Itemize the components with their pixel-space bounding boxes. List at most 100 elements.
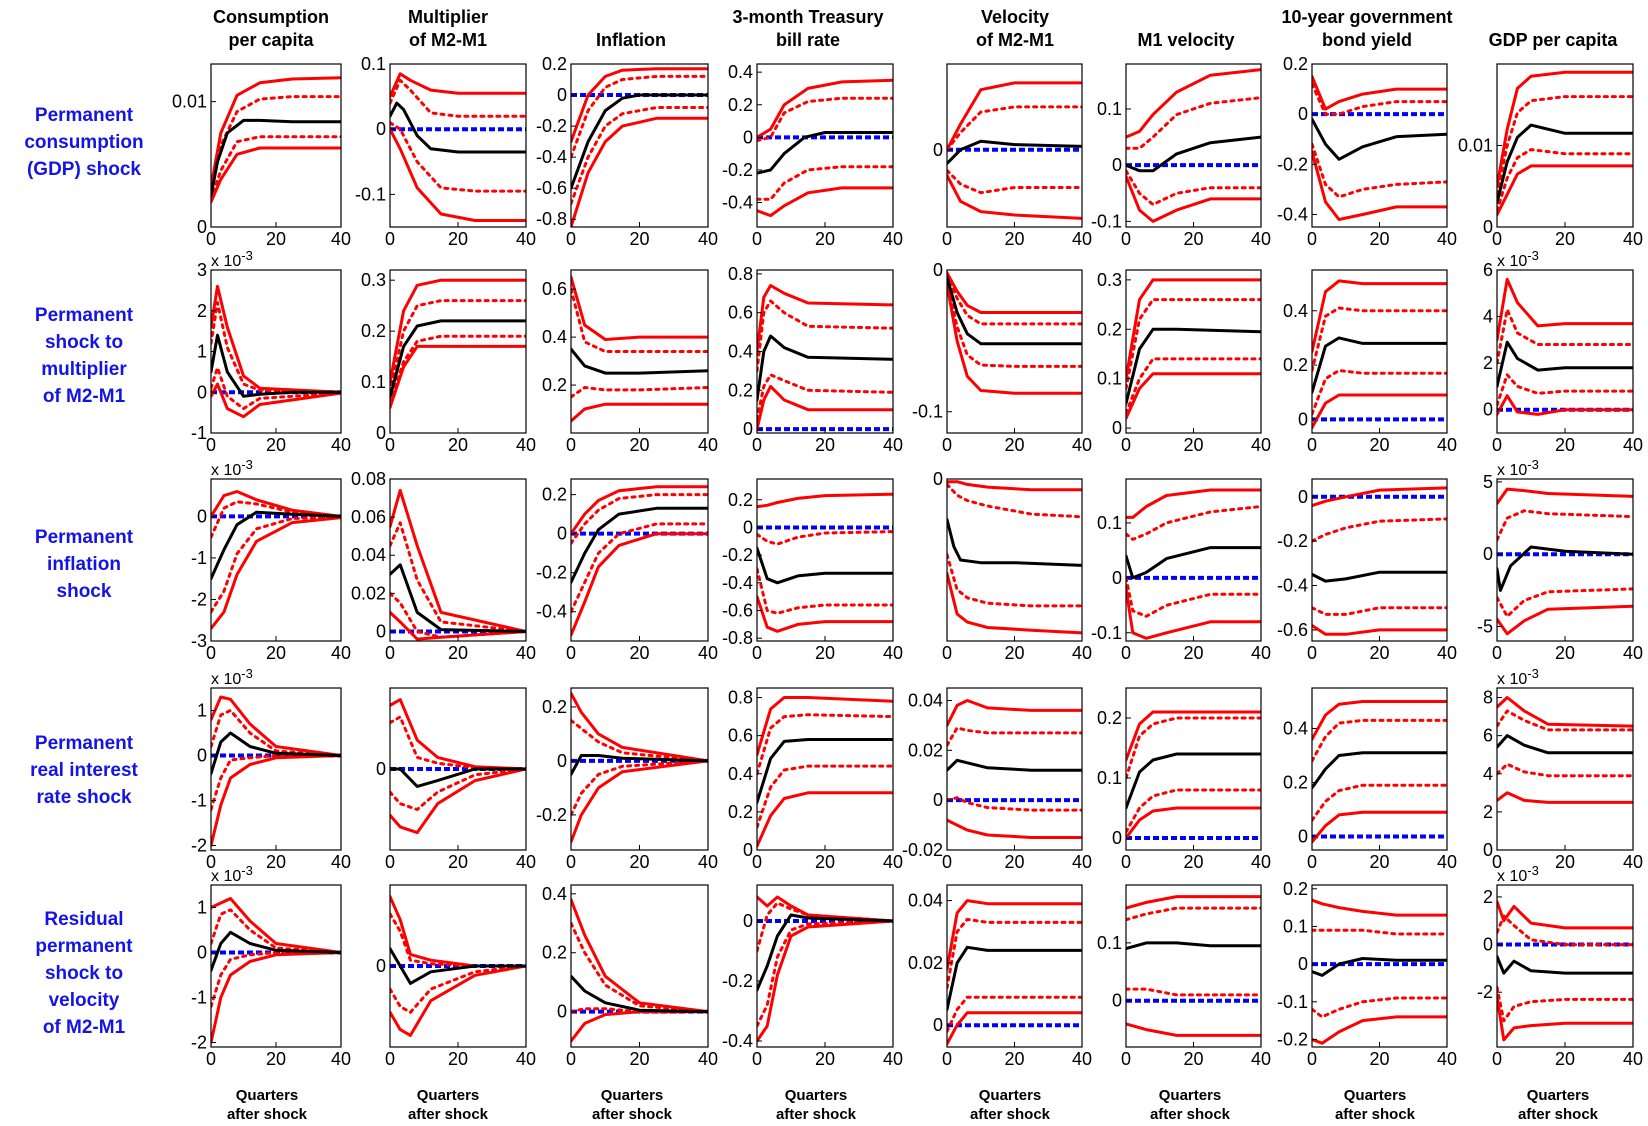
x-tick-label: 40 (698, 852, 718, 872)
panel-r4-c4: 0 20 40 0.04 0.02 0 (908, 884, 1092, 1069)
panel-r4-c2: 0 20 40 0.4 0.2 0 (542, 884, 718, 1069)
outer-band-lower-line (947, 818, 1082, 839)
panel-r1-c3: 0 20 40 0.8 0.6 0.4 0.2 0 (728, 264, 903, 455)
outer-band-lower-line (1126, 587, 1261, 640)
y-tick-label: 0 (376, 423, 386, 443)
y-tick-label: 0.04 (351, 545, 386, 565)
y-tick-label: 0.2 (1283, 879, 1308, 899)
point-estimate-line (211, 930, 341, 972)
panel-r3-c0: 0 20 40 1 0 -1 -2 x 10-3 (191, 666, 351, 872)
y-tick-label: 0.2 (542, 697, 567, 717)
inner-band-upper-line (1497, 709, 1633, 732)
outer-band-upper-line (211, 897, 341, 954)
y-tick-label: 0.04 (908, 690, 943, 710)
outer-band-upper-line (390, 72, 526, 99)
x-tick-label: 20 (815, 229, 835, 249)
inner-band-lower-line (390, 964, 526, 1014)
y-tick-label: 0.2 (542, 375, 567, 395)
point-estimate-line (390, 101, 526, 154)
x-tick-label: 40 (1437, 643, 1457, 663)
x-tick-label: 20 (1369, 643, 1389, 663)
x-axis-label-col-2: Quarters after shock (591, 1087, 673, 1123)
x-tick-label: 0 (1121, 643, 1131, 663)
x-tick-label: 20 (266, 1049, 286, 1069)
y-tick-label: 0 (1112, 568, 1122, 588)
panel-r4-c1: 0 20 40 0 (376, 884, 536, 1069)
y-tick-label: 0.2 (542, 943, 567, 963)
y-tick-label: -0.8 (536, 209, 567, 229)
y-tick-label: 0.4 (542, 884, 567, 904)
outer-band-lower-line (1497, 604, 1633, 636)
y-tick-label: -0.4 (722, 193, 753, 213)
y-tick-label: 0.1 (361, 54, 386, 74)
y-tick-label: -0.2 (722, 160, 753, 180)
x-tick-label: 40 (331, 1049, 351, 1069)
panel-plot-area (1497, 277, 1633, 416)
y-tick-label: -0.2 (1277, 1029, 1308, 1049)
x-tick-label: 40 (516, 643, 536, 663)
inner-band-upper-line (947, 272, 1082, 326)
panel-plot-area (947, 899, 1082, 1046)
outer-band-upper-line (947, 271, 1082, 314)
y-tick-label: -2 (1477, 982, 1493, 1002)
inner-band-upper-line (1312, 82, 1447, 116)
inner-band-upper-line (390, 912, 526, 968)
inner-band-lower-line (1312, 142, 1447, 199)
x-tick-label: 20 (1369, 852, 1389, 872)
y-tick-label: 0 (933, 790, 943, 810)
y-tick-label: -0.1 (1091, 623, 1122, 643)
y-tick-label: -0.2 (722, 545, 753, 565)
y-tick-label: 0 (557, 85, 567, 105)
x-tick-label: 40 (1623, 229, 1643, 249)
x-tick-label: 20 (629, 229, 649, 249)
x-tick-label: 20 (1004, 1049, 1024, 1069)
y-tick-label: 0.4 (728, 764, 753, 784)
inner-band-upper-line (757, 299, 893, 373)
x-tick-label: 0 (385, 852, 395, 872)
x-tick-label: 0 (1492, 1049, 1502, 1069)
x-tick-label: 40 (883, 229, 903, 249)
y-tick-label: 0 (376, 759, 386, 779)
outer-band-upper-line (390, 278, 526, 384)
panel-r2-c2: 0 20 40 0.2 0 -0.2 -0.4 (536, 478, 718, 663)
y-tick-label: 0.3 (1097, 270, 1122, 290)
outer-band-upper-line (571, 485, 708, 536)
y-tick-label: 2 (1483, 802, 1493, 822)
x-tick-label: 0 (566, 852, 576, 872)
point-estimate-line (1312, 117, 1447, 161)
y-tick-label: 0 (376, 119, 386, 139)
x-tick-label: 40 (1072, 229, 1092, 249)
x-tick-label: 40 (883, 852, 903, 872)
outer-band-lower-line (571, 402, 708, 423)
panel-plot-area (1497, 70, 1633, 217)
inner-band-upper-line (211, 500, 341, 539)
inner-band-lower-line (1126, 169, 1261, 206)
inner-band-upper-line (757, 96, 893, 143)
y-tick-label: 8 (1483, 688, 1493, 708)
point-estimate-line (571, 347, 708, 375)
x-axis-label-col-4: Quarters after shock (969, 1087, 1051, 1123)
outer-band-upper-line (571, 275, 708, 341)
x-tick-label: 0 (566, 643, 576, 663)
panel-frame (756, 63, 894, 228)
outer-band-upper-line (571, 691, 708, 763)
y-tick-label: 4 (1483, 764, 1493, 784)
panel-r0-c3: 0 20 40 0.4 0.2 0 -0.2 -0.4 (722, 62, 903, 249)
inner-band-lower-line (757, 764, 893, 829)
x-tick-label: 0 (385, 229, 395, 249)
x-tick-label: 20 (1183, 1049, 1203, 1069)
x-tick-label: 40 (1623, 852, 1643, 872)
outer-band-upper-line (211, 284, 341, 394)
outer-band-lower-line (1312, 810, 1447, 844)
x-tick-label: 40 (516, 852, 536, 872)
axis-exponent-label: x 10-3 (211, 863, 253, 885)
y-tick-label: -0.1 (1277, 992, 1308, 1012)
inner-band-lower-line (1312, 783, 1447, 822)
y-tick-label: 0 (197, 382, 207, 402)
y-tick-label: 2 (1483, 353, 1493, 373)
outer-band-upper-line (1497, 696, 1633, 728)
outer-band-lower-line (1312, 393, 1447, 430)
x-tick-label: 20 (1183, 229, 1203, 249)
